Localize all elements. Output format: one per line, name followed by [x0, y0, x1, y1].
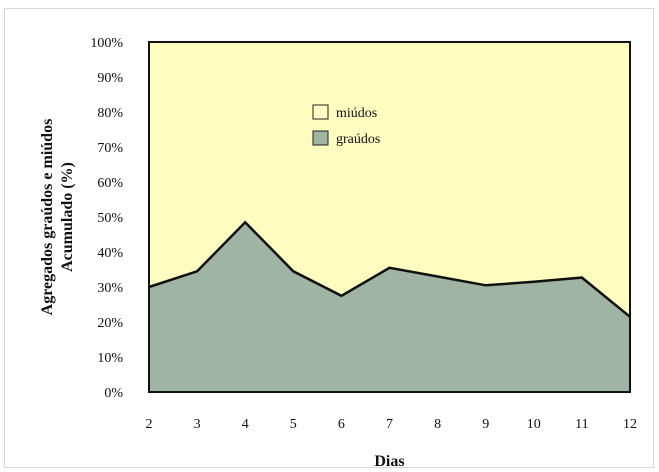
x-tick-label: 2 [146, 417, 153, 432]
x-tick-label: 9 [482, 417, 489, 432]
x-tick-label: 4 [242, 417, 249, 432]
x-tick-label: 11 [575, 417, 588, 432]
y-tick-label: 90% [97, 71, 123, 86]
area-miudos [149, 42, 630, 317]
y-tick-label: 50% [97, 211, 123, 226]
x-tick-label: 3 [194, 417, 201, 432]
y-axis-title-line1: Agregados graúdos e miúdos [39, 119, 56, 316]
y-tick-label: 20% [97, 316, 123, 331]
x-tick-label: 10 [527, 417, 541, 432]
legend-swatch-miudos [312, 104, 329, 120]
y-tick-label: 70% [97, 141, 123, 156]
x-axis-ticks: 2 3 4 5 6 7 8 9 10 11 12 [146, 417, 638, 432]
x-tick-label: 8 [434, 417, 441, 432]
x-axis-title: Dias [374, 453, 404, 470]
area-graudos [149, 222, 630, 392]
y-axis-ticks: 0% 10% 20% 30% 40% 50% 60% 70% 80% 90% 100% [90, 36, 123, 401]
x-tick-label: 7 [386, 417, 393, 432]
legend-swatch-graudos [312, 130, 329, 146]
y-tick-label: 10% [97, 351, 123, 366]
y-tick-label: 60% [97, 176, 123, 191]
y-tick-label: 100% [90, 36, 123, 51]
y-tick-label: 30% [97, 281, 123, 296]
legend-box [300, 94, 406, 158]
legend: miúdos graúdos [300, 94, 406, 158]
plot-border [148, 41, 631, 393]
y-tick-label: 80% [97, 106, 123, 121]
x-tick-label: 5 [290, 417, 297, 432]
legend-label-miudos: miúdos [336, 106, 377, 121]
x-tick-label: 6 [338, 417, 345, 432]
y-tick-label: 0% [104, 386, 123, 401]
legend-label-graudos: graúdos [336, 132, 380, 147]
boundary-line [148, 220, 631, 318]
x-tick-label: 12 [623, 417, 637, 432]
y-axis-title-line2: Acumulado (%) [59, 162, 76, 272]
y-tick-label: 40% [97, 246, 123, 261]
